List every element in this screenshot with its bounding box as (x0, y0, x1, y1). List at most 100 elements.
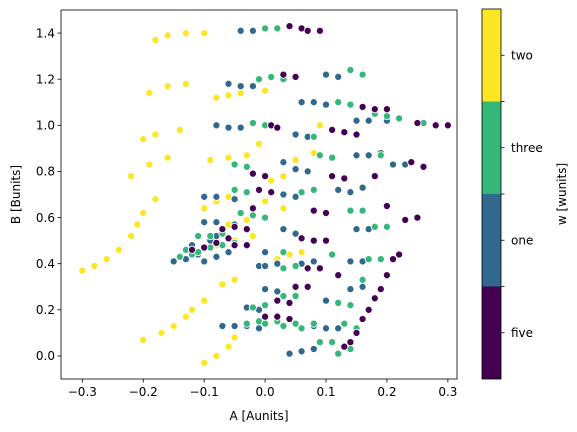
data-point (151, 130, 160, 139)
data-point (254, 185, 264, 194)
data-point (261, 248, 270, 257)
data-point (163, 82, 172, 91)
data-point (352, 130, 361, 139)
data-point (303, 167, 312, 176)
colorbar-tick-label: three (511, 141, 543, 155)
data-point (309, 132, 318, 141)
data-point (224, 123, 233, 132)
data-point (127, 231, 136, 241)
data-point (206, 155, 215, 164)
data-point (285, 22, 294, 31)
data-point (267, 176, 276, 185)
data-point (230, 333, 239, 342)
data-point (200, 257, 209, 266)
data-point (267, 188, 276, 197)
data-point (200, 358, 209, 367)
data-point (358, 206, 367, 215)
data-point (291, 282, 300, 291)
data-point (163, 31, 172, 40)
data-point (297, 188, 306, 197)
data-point (145, 160, 154, 169)
data-point (315, 26, 324, 35)
data-point (230, 185, 239, 194)
data-point (248, 82, 257, 91)
data-point (419, 162, 428, 171)
colorbar-segment-three (482, 101, 501, 194)
data-point (370, 172, 379, 181)
data-point (261, 197, 270, 206)
data-point (321, 208, 331, 218)
data-point (273, 123, 282, 132)
data-point (181, 312, 190, 321)
data-point (395, 114, 404, 123)
y-tick-label: 0.0 (36, 349, 55, 363)
data-point (328, 125, 337, 134)
data-point (261, 312, 270, 321)
x-tick-label: 0.2 (377, 385, 396, 399)
data-point (352, 225, 361, 234)
data-point (382, 112, 391, 121)
data-point (279, 158, 288, 167)
data-point (309, 319, 318, 328)
y-tick-label: 0.8 (36, 165, 55, 179)
data-point (334, 72, 343, 81)
data-point (212, 238, 221, 247)
y-tick-label: 1.4 (36, 26, 55, 40)
colorbar: five one three two (481, 8, 543, 380)
data-point (370, 222, 379, 231)
data-point (382, 222, 391, 231)
data-point (285, 314, 294, 324)
data-point (267, 72, 276, 81)
data-point (382, 105, 391, 114)
data-point (285, 298, 294, 307)
data-point (328, 172, 337, 181)
data-point (309, 206, 318, 215)
data-point (291, 319, 300, 328)
data-point (279, 291, 288, 301)
data-point (273, 24, 282, 33)
data-point (273, 296, 282, 305)
y-tick-label: 1.2 (36, 72, 55, 86)
data-point (102, 255, 111, 264)
data-point (352, 328, 361, 337)
data-point (395, 250, 404, 259)
data-point (230, 222, 239, 231)
data-point (139, 208, 148, 218)
data-point (346, 301, 355, 310)
data-point (261, 261, 270, 271)
data-point (187, 245, 197, 254)
data-point (248, 204, 257, 213)
data-point (291, 261, 300, 271)
data-point (297, 248, 306, 257)
data-point (273, 259, 282, 268)
data-point (175, 125, 184, 134)
data-point (224, 234, 233, 243)
data-point (334, 349, 343, 358)
data-point (309, 185, 318, 194)
data-point (242, 241, 251, 250)
data-point (431, 121, 440, 130)
data-point (279, 70, 288, 79)
data-point (242, 225, 251, 234)
data-point (315, 121, 324, 130)
data-point (285, 349, 294, 358)
data-point (340, 319, 349, 328)
colorbar-tick-label: five (511, 326, 533, 340)
data-point (340, 174, 349, 183)
data-point (358, 70, 367, 79)
data-point (169, 321, 178, 331)
data-point (206, 231, 215, 241)
data-point (254, 324, 264, 333)
data-point (401, 215, 410, 224)
data-point (218, 225, 227, 234)
data-point (242, 162, 251, 171)
data-point (321, 296, 331, 305)
data-point (200, 243, 209, 252)
data-point (151, 35, 160, 45)
data-point (230, 321, 239, 331)
data-point (212, 93, 221, 102)
colorbar-segment-five (482, 286, 501, 379)
data-point (376, 255, 385, 264)
data-point (248, 118, 257, 128)
